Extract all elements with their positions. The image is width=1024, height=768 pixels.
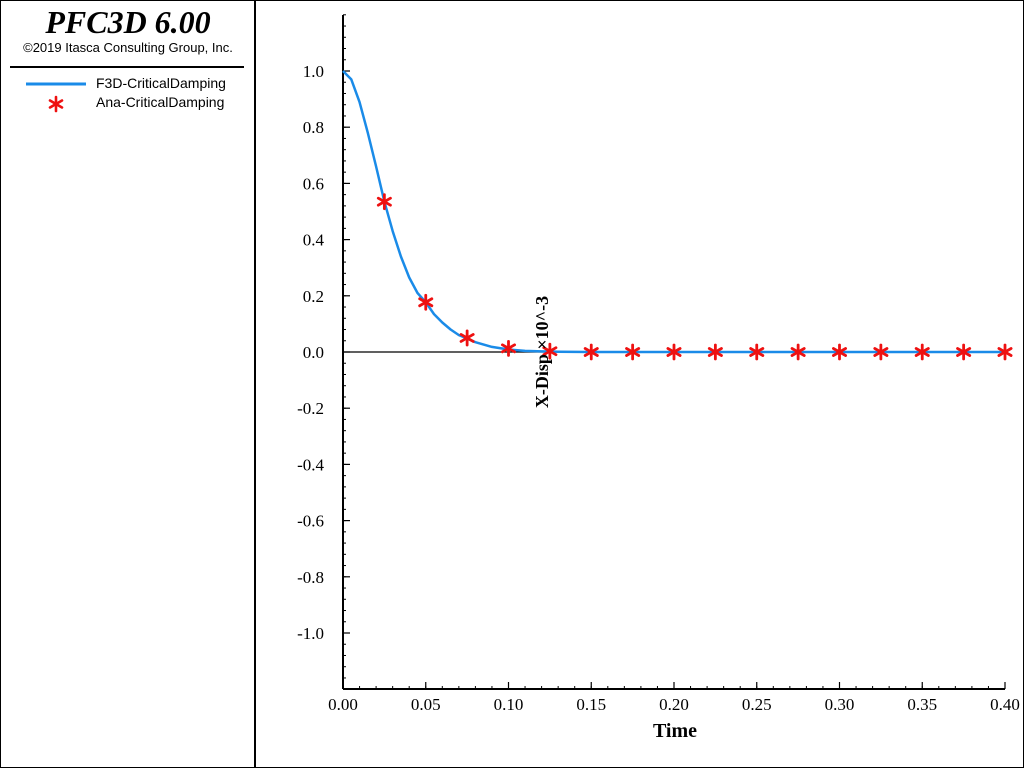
copyright-text: ©2019 Itasca Consulting Group, Inc. xyxy=(23,40,233,55)
ana-star-marker xyxy=(666,343,682,361)
y-axis-ticks: 1.0 0.8 0.6 0.4 0.2 0.0 -0.2 -0.4 -0.6 -0.8 -1.0 xyxy=(297,14,350,690)
x-tick-label: 0.05 xyxy=(411,695,441,714)
y-tick-label: -0.8 xyxy=(297,568,324,587)
star-stroke xyxy=(666,347,682,357)
app-title: PFC3D 6.00 xyxy=(45,4,211,40)
star-stroke xyxy=(418,297,434,308)
y-tick-label: -0.4 xyxy=(297,455,324,474)
ana-star-marker xyxy=(956,343,972,361)
star-stroke xyxy=(501,343,516,354)
y-tick-label: -0.6 xyxy=(297,512,324,531)
ana-star-marker xyxy=(707,343,723,361)
star-stroke xyxy=(790,347,806,357)
ana-star-marker xyxy=(376,193,392,211)
ana-star-marker xyxy=(625,343,641,361)
ana-star-marker xyxy=(501,339,516,357)
star-stroke xyxy=(376,196,392,207)
ana-star-marker xyxy=(749,343,765,361)
series-ana-markers xyxy=(376,193,1013,361)
star-stroke xyxy=(832,347,847,357)
ana-star-marker xyxy=(790,343,806,361)
series-f3d-line xyxy=(342,70,1005,354)
ana-star-marker xyxy=(583,343,599,361)
star-stroke xyxy=(956,347,972,357)
star-stroke xyxy=(542,346,558,357)
legend-divider xyxy=(10,66,244,68)
x-tick-label: 0.40 xyxy=(990,695,1020,714)
x-tick-label: 0.15 xyxy=(576,695,606,714)
ana-star-marker xyxy=(459,329,475,347)
f3d-series-line xyxy=(342,70,1005,354)
legend-panel: PFC3D 6.00 ©2019 Itasca Consulting Group… xyxy=(0,0,256,768)
x-axis-label: Time xyxy=(653,720,697,742)
x-tick-label: 0.35 xyxy=(907,695,937,714)
star-stroke xyxy=(583,347,599,357)
ana-star-marker xyxy=(418,293,434,311)
ana-star-marker xyxy=(542,342,558,360)
y-tick-label: -1.0 xyxy=(297,624,324,643)
y-tick-label: 0.6 xyxy=(303,174,324,193)
star-stroke xyxy=(873,347,889,357)
star-stroke xyxy=(459,333,475,343)
x-tick-label: 0.30 xyxy=(825,695,855,714)
ana-star-marker xyxy=(832,343,847,361)
line-swatch-icon xyxy=(26,82,86,86)
chart-plot-area: 1.0 0.8 0.6 0.4 0.2 0.0 -0.2 -0.4 -0.6 -0.8 -1.0 0… xyxy=(297,14,1020,742)
star-stroke xyxy=(749,347,765,357)
ana-star-marker xyxy=(997,343,1013,361)
star-stroke xyxy=(707,347,723,357)
y-tick-label: 0.8 xyxy=(303,118,324,137)
x-tick-label: 0.00 xyxy=(328,695,358,714)
y-tick-label: 0.2 xyxy=(303,287,324,306)
y-tick-label: 0.0 xyxy=(303,343,324,362)
star-marker-icon xyxy=(48,95,64,113)
star-stroke xyxy=(997,347,1013,357)
y-tick-label: -0.2 xyxy=(297,399,324,418)
legend-label-ana: Ana-CriticalDamping xyxy=(96,94,225,110)
star-stroke xyxy=(625,347,641,357)
y-tick-label: 0.4 xyxy=(303,231,325,250)
y-tick-label: 1.0 xyxy=(303,62,324,81)
x-tick-label: 0.20 xyxy=(659,695,689,714)
x-tick-label: 0.10 xyxy=(494,695,524,714)
x-axis-ticks: 0.00 0.05 0.10 0.15 0.20 0.25 0.30 0.35 0.40 xyxy=(328,682,1020,714)
star-stroke xyxy=(914,347,930,357)
ana-star-marker xyxy=(914,343,930,361)
legend-label-f3d: F3D-CriticalDamping xyxy=(96,75,226,91)
y-axis-label: X-Disp ×10^-3 xyxy=(532,296,552,408)
x-tick-label: 0.25 xyxy=(742,695,772,714)
ana-star-marker xyxy=(873,343,889,361)
